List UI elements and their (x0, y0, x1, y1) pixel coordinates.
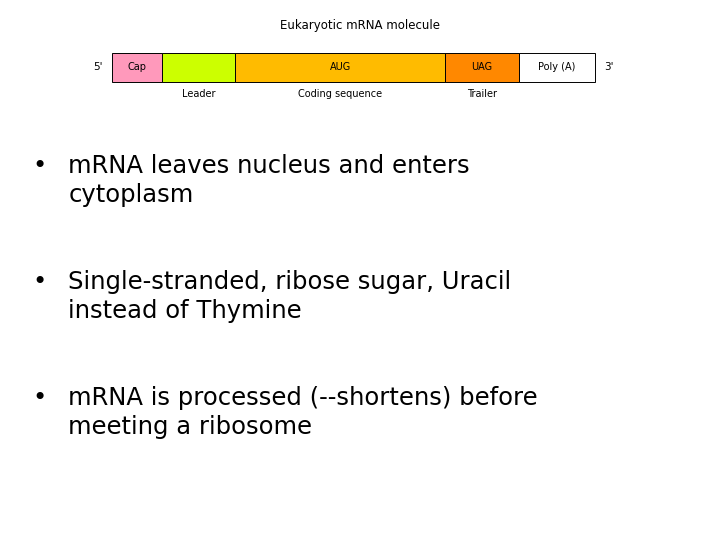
Text: Cap: Cap (127, 63, 146, 72)
Bar (112, 52, 161, 82)
Text: •: • (32, 270, 47, 294)
Text: Leader: Leader (181, 89, 215, 99)
Bar (161, 52, 235, 82)
Bar (519, 52, 595, 82)
Bar (446, 52, 519, 82)
Text: •: • (32, 154, 47, 178)
Text: Single-stranded, ribose sugar, Uracil
instead of Thymine: Single-stranded, ribose sugar, Uracil in… (68, 270, 511, 323)
Text: •: • (32, 386, 47, 410)
Text: AUG: AUG (330, 63, 351, 72)
Bar (235, 52, 446, 82)
Text: Poly (A): Poly (A) (539, 63, 576, 72)
Text: Eukaryotic mRNA molecule: Eukaryotic mRNA molecule (280, 19, 440, 32)
Text: 3': 3' (604, 63, 613, 72)
Text: UAG: UAG (472, 63, 492, 72)
Text: mRNA leaves nucleus and enters
cytoplasm: mRNA leaves nucleus and enters cytoplasm (68, 154, 470, 207)
Text: Trailer: Trailer (467, 89, 497, 99)
Text: Coding sequence: Coding sequence (298, 89, 382, 99)
Text: 5': 5' (94, 63, 103, 72)
Text: mRNA is processed (--shortens) before
meeting a ribosome: mRNA is processed (--shortens) before me… (68, 386, 538, 439)
